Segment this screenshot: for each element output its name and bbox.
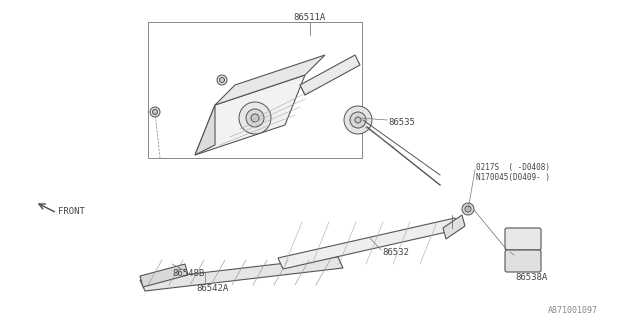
Circle shape [246, 109, 264, 127]
Circle shape [239, 102, 271, 134]
FancyBboxPatch shape [505, 228, 541, 250]
Text: 86535: 86535 [388, 118, 415, 127]
Polygon shape [140, 257, 343, 291]
Text: A871001097: A871001097 [548, 306, 598, 315]
Circle shape [344, 106, 372, 134]
Text: FRONT: FRONT [58, 207, 85, 216]
FancyBboxPatch shape [505, 250, 541, 272]
Circle shape [355, 117, 361, 123]
Circle shape [462, 203, 474, 215]
Polygon shape [140, 264, 188, 287]
Polygon shape [300, 55, 360, 95]
Text: 86542A: 86542A [196, 284, 228, 293]
Text: 86532: 86532 [382, 248, 409, 257]
Circle shape [152, 109, 157, 115]
Polygon shape [195, 75, 305, 155]
Polygon shape [278, 218, 460, 269]
Polygon shape [443, 215, 465, 239]
Circle shape [465, 206, 471, 212]
Polygon shape [195, 105, 215, 155]
Text: 86548B: 86548B [172, 269, 204, 278]
Circle shape [251, 114, 259, 122]
Circle shape [217, 75, 227, 85]
Text: N170045(D0409- ): N170045(D0409- ) [476, 173, 550, 182]
Circle shape [350, 112, 366, 128]
Bar [148, 22, 362, 158]
Circle shape [150, 107, 160, 117]
Circle shape [220, 77, 225, 83]
Polygon shape [215, 55, 325, 105]
Text: 0217S  ( -D0408): 0217S ( -D0408) [476, 163, 550, 172]
Text: 86538A: 86538A [515, 273, 547, 282]
Text: 86511A: 86511A [293, 13, 325, 22]
